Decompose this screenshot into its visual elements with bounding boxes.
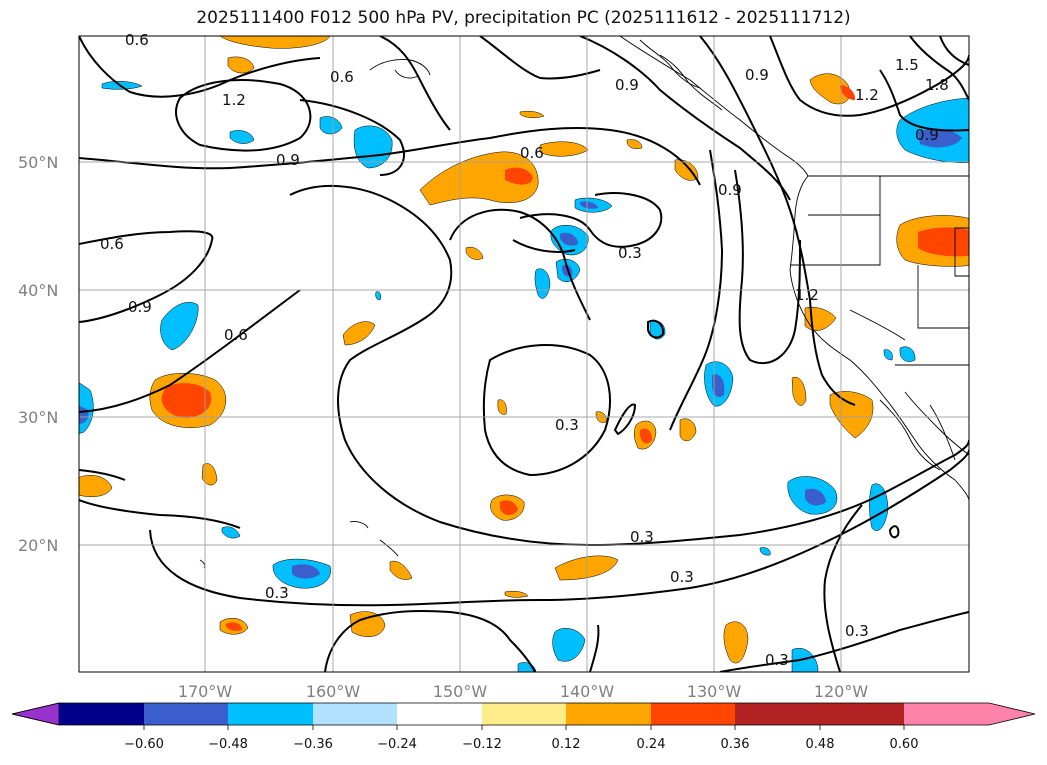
contour-label: 0.3	[265, 584, 289, 602]
latitude-labels: 50°N 40°N 30°N 20°N	[18, 153, 58, 555]
colorbar-tick: −0.48	[208, 737, 248, 752]
lat-label: 50°N	[18, 153, 58, 172]
colorbar-segment	[735, 703, 820, 725]
colorbar-segment	[482, 703, 566, 725]
colorbar-outline	[11, 702, 1036, 726]
lon-label: 170°W	[178, 682, 233, 701]
contour-label: 1.2	[795, 286, 819, 304]
colorbar-segment	[397, 703, 482, 725]
contour-label: 0.6	[100, 235, 124, 253]
lat-label: 30°N	[18, 408, 58, 427]
lon-label: 160°W	[306, 682, 361, 701]
colorbar-segment	[228, 703, 313, 725]
contour-label: 0.3	[618, 244, 642, 262]
colorbar-tick: −0.12	[462, 737, 502, 752]
map-frame	[78, 35, 970, 673]
colorbar-tick: −0.24	[377, 737, 417, 752]
lon-label: 150°W	[433, 682, 488, 701]
contour-label: 0.3	[670, 568, 694, 586]
colorbar-segment	[313, 703, 397, 725]
contour-label: 1.5	[895, 56, 919, 74]
graticule	[79, 36, 969, 672]
lon-label: 140°W	[560, 682, 615, 701]
colorbar-tick: 0.24	[637, 737, 666, 752]
colorbar-segment	[59, 703, 144, 725]
colorbar-tick: 0.60	[890, 737, 919, 752]
contour-labels: 0.6 0.6 0.6 0.6 0.6 1.2 1.2 1.2 1.5 1.8 …	[100, 31, 949, 669]
contour-label: 0.3	[630, 528, 654, 546]
colorbar: −0.60 −0.48 −0.36 −0.24 −0.12 0.12 0.24 …	[11, 702, 1036, 752]
colorbar-segment	[820, 703, 904, 725]
lat-label: 40°N	[18, 281, 58, 300]
contour-label: 0.6	[224, 326, 248, 344]
pv-contours	[79, 36, 969, 672]
contour-label: 0.9	[276, 151, 300, 169]
colorbar-tick: 0.48	[806, 737, 835, 752]
colorbar-segment	[566, 703, 651, 725]
lon-label: 120°W	[814, 682, 869, 701]
contour-label: 1.8	[925, 76, 949, 94]
contour-label: 0.9	[745, 66, 769, 84]
contour-label: 1.2	[222, 91, 246, 109]
contour-label: 0.3	[845, 622, 869, 640]
colorbar-tick: −0.36	[293, 737, 333, 752]
longitude-labels: 170°W 160°W 150°W 140°W 130°W 120°W	[178, 682, 869, 701]
colorbar-extend-low	[11, 702, 60, 726]
lon-label: 130°W	[687, 682, 742, 701]
contour-label: 0.3	[555, 416, 579, 434]
colorbar-segment	[144, 703, 228, 725]
contour-label: 0.6	[330, 68, 354, 86]
colorbar-segment	[651, 703, 735, 725]
contour-label: 0.9	[128, 298, 152, 316]
contour-label: 0.3	[765, 651, 789, 669]
colorbar-segment	[904, 703, 989, 725]
contour-label: 0.9	[615, 76, 639, 94]
coastlines	[199, 36, 969, 569]
map-title: 2025111400 F012 500 hPa PV, precipitatio…	[196, 8, 851, 28]
contour-label: 0.9	[718, 181, 742, 199]
contour-label: 0.9	[915, 126, 939, 144]
contour-label: 0.6	[125, 31, 149, 49]
contour-label: 0.6	[520, 144, 544, 162]
colorbar-tick: 0.12	[552, 737, 581, 752]
lat-label: 20°N	[18, 536, 58, 555]
colorbar-tick: −0.60	[124, 737, 164, 752]
colorbar-tick: 0.36	[721, 737, 750, 752]
contour-label: 1.2	[855, 86, 879, 104]
map-area	[79, 36, 969, 672]
